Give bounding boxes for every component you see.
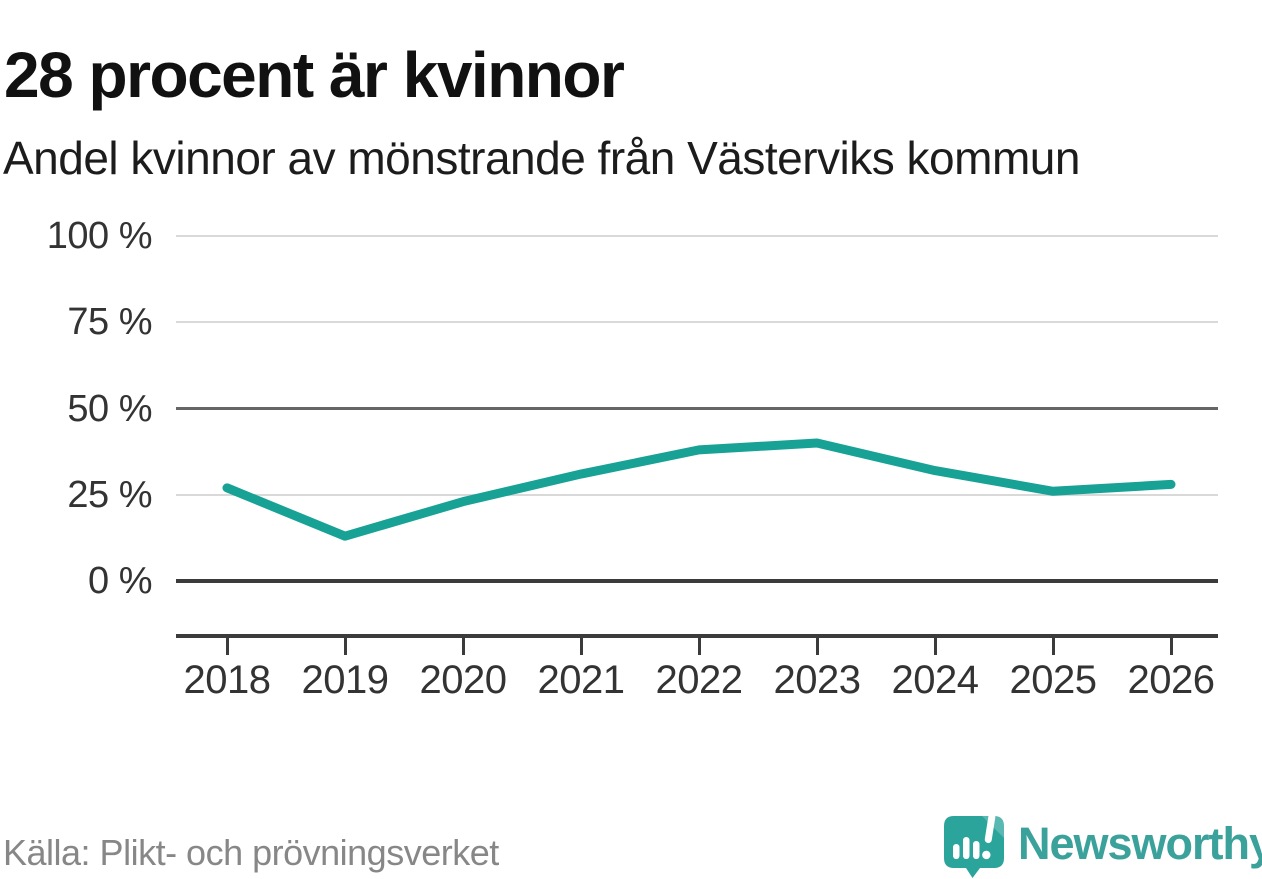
line-series-andel-kvinnor [222, 438, 1176, 541]
y-tick-label-50: 50 % [67, 387, 152, 430]
source-note: Källa: Plikt- och prövningsverket [3, 832, 499, 873]
x-tick-label-2018: 2018 [183, 658, 271, 702]
x-tick-2026 [1169, 638, 1173, 655]
y-tick-label-25: 25 % [67, 473, 152, 516]
newsworthy-logo-text: Newsworthy [1018, 818, 1262, 869]
newsworthy-logo: Newsworthy [944, 810, 1262, 878]
x-tick-label-2020: 2020 [419, 658, 507, 702]
x-tick-label-2021: 2021 [537, 658, 625, 702]
x-tick-2023 [815, 638, 819, 655]
x-tick-2020 [461, 638, 465, 655]
gridline-50 [176, 407, 1218, 410]
x-tick-label-2023: 2023 [773, 658, 861, 702]
y-tick-label-100: 100 % [46, 215, 153, 257]
x-axis-line [176, 634, 1218, 638]
gridline-75 [176, 321, 1218, 324]
x-tick-label-2019: 2019 [301, 658, 389, 702]
x-tick-label-2024: 2024 [891, 658, 979, 702]
x-tick-2019 [343, 638, 347, 655]
gridline-100 [176, 235, 1218, 237]
x-tick-2022 [697, 638, 701, 655]
x-tick-2018 [225, 638, 229, 655]
x-tick-label-2022: 2022 [655, 658, 743, 702]
x-tick-label-2025: 2025 [1009, 658, 1097, 702]
gridline-25 [176, 493, 1218, 496]
x-tick-2024 [933, 638, 937, 655]
x-tick-2025 [1051, 638, 1055, 655]
x-tick-2021 [579, 638, 583, 655]
x-tick-label-2026: 2026 [1127, 658, 1215, 702]
y-tick-label-75: 75 % [67, 301, 152, 344]
chart-title: 28 procent är kvinnor [4, 38, 625, 111]
newsworthy-logo-icon [944, 813, 1004, 878]
gridline-0 [176, 579, 1218, 583]
y-tick-label-0: 0 % [88, 560, 152, 602]
chart-subtitle: Andel kvinnor av mönstrande från Västerv… [3, 132, 1080, 184]
